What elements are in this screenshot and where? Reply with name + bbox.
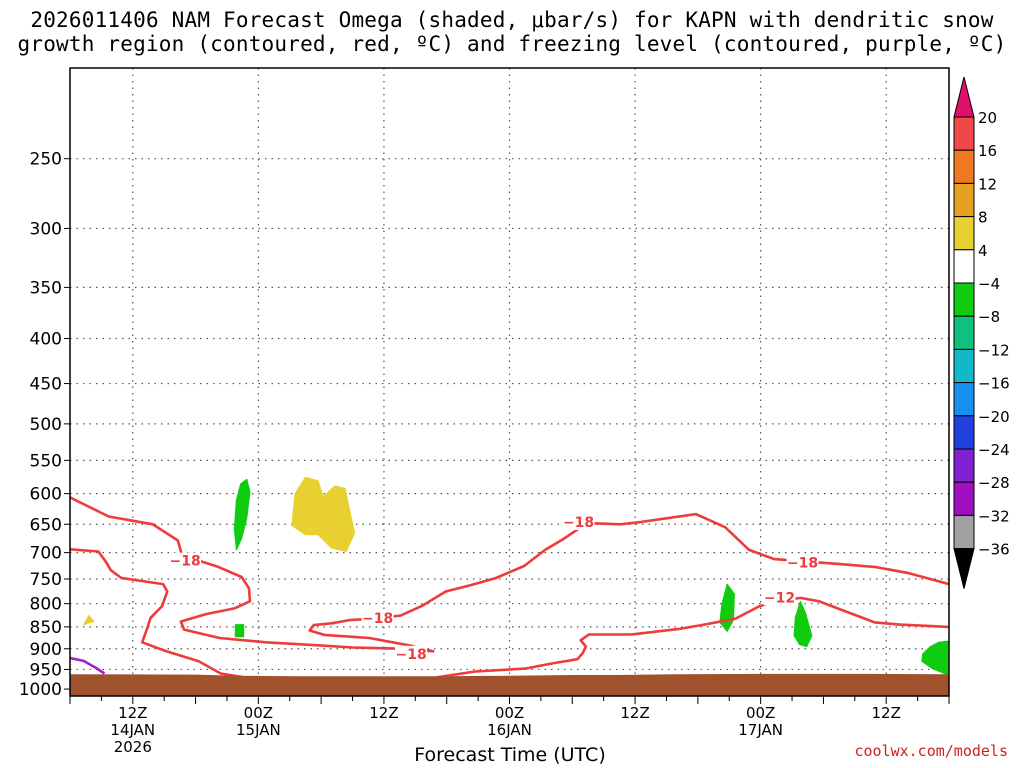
- chart-title-line-1: 2026011406 NAM Forecast Omega (shaded, μ…: [30, 8, 994, 32]
- colorbar-label: −24: [978, 441, 1010, 459]
- omega-blob-6: [793, 600, 813, 648]
- colorbar-label: 4: [978, 242, 988, 260]
- y-tick-label-350: 350: [30, 278, 62, 298]
- x-tick-label: 16JAN: [487, 721, 532, 739]
- colorbar-bottom-arrow: [953, 548, 975, 589]
- colorbar: 20 16 12 8 4 −4 −8 −12 −16 −20 −24 −28 −32 −36: [953, 76, 1010, 589]
- contour-label-bg: [361, 609, 394, 626]
- dgz-contour-2: [70, 548, 247, 679]
- contour-label-bg: [786, 554, 819, 571]
- x-tick-label: 2026: [114, 738, 152, 756]
- x-tick-label: 00Z: [746, 704, 775, 722]
- y-tick-label-550: 550: [30, 451, 62, 471]
- omega-blob-4: [83, 615, 95, 626]
- contour-label-6: −12: [764, 590, 795, 606]
- y-tick-label-400: 400: [30, 329, 62, 349]
- contour-label-4: −18: [563, 515, 594, 531]
- contour-label-5: −18: [787, 555, 818, 571]
- colorbar-segment-5: [953, 249, 975, 284]
- colorbar-label: 8: [978, 209, 988, 227]
- colorbar-segment-1: [953, 116, 975, 151]
- x-tick-label: 15JAN: [236, 721, 281, 739]
- terrain: [70, 673, 949, 696]
- omega-blob-2: [291, 476, 356, 552]
- colorbar-label: −20: [978, 408, 1010, 426]
- x-tick-label: 12Z: [872, 704, 901, 722]
- x-tick-label: 14JAN: [110, 721, 155, 739]
- colorbar-label: −16: [978, 375, 1010, 393]
- contour-label-bg: [763, 589, 796, 606]
- colorbar-label: 12: [978, 175, 997, 193]
- y-tick-label-750: 750: [30, 570, 62, 590]
- omega-blob-3: [234, 624, 245, 638]
- x-tick-label: 12Z: [620, 704, 649, 722]
- colorbar-label: −8: [978, 308, 1000, 326]
- contour-label-2: −18: [362, 611, 393, 627]
- colorbar-segment-9: [953, 382, 975, 417]
- colorbar-label: −12: [978, 341, 1010, 359]
- colorbar-segment-13: [953, 514, 975, 550]
- site-credit[interactable]: coolwx.com/models: [854, 742, 1008, 760]
- omega-shading: [83, 476, 949, 676]
- contour-label-bg: [395, 645, 428, 662]
- y-tick-label-300: 300: [30, 219, 62, 239]
- colorbar-label: −32: [978, 507, 1010, 525]
- y-tick-label-1000: 1000: [19, 680, 62, 700]
- x-tick-label: 00Z: [244, 704, 273, 722]
- contour-label-1: −18: [169, 554, 200, 570]
- terrain-fill: [70, 673, 949, 696]
- colorbar-label: −4: [978, 275, 1000, 293]
- gridlines: [70, 68, 949, 696]
- colorbar-top-arrow: [953, 76, 975, 118]
- colorbar-label: −28: [978, 474, 1010, 492]
- colorbar-segment-11: [953, 448, 975, 483]
- freezing-level-contour: [70, 656, 106, 675]
- colorbar-segment-7: [953, 315, 975, 350]
- chart-title-line-2: growth region (contoured, red, ºC) and f…: [17, 32, 1007, 56]
- x-axis-title: Forecast Time (UTC): [414, 744, 606, 766]
- y-tick-label-450: 450: [30, 375, 62, 395]
- dgz-contours: [70, 496, 949, 679]
- colorbar-label: 20: [978, 109, 997, 127]
- dgz-contour-4: [308, 512, 949, 653]
- x-tick-label: 00Z: [495, 704, 524, 722]
- x-tick-label: 12Z: [118, 704, 147, 722]
- dgz-contour-3: [179, 554, 435, 653]
- y-tick-label-250: 250: [30, 150, 62, 170]
- contour-labels: −18 −18 −18 −18 −18 −12: [169, 513, 819, 663]
- y-tick-label-900: 900: [30, 640, 62, 660]
- contour-label-bg: [562, 513, 595, 530]
- y-axis: 2503003504004505005506006507007508008509…: [19, 150, 70, 700]
- y-tick-label-850: 850: [30, 618, 62, 638]
- colorbar-segment-8: [953, 348, 975, 384]
- dgz-contour-5: [435, 596, 949, 679]
- colorbar-segment-10: [953, 415, 975, 450]
- y-tick-label-600: 600: [30, 485, 62, 505]
- colorbar-label: −36: [978, 541, 1010, 559]
- colorbar-segment-6: [953, 282, 975, 317]
- colorbar-segment-12: [953, 481, 975, 516]
- colorbar-segment-4: [953, 216, 975, 251]
- y-tick-label-500: 500: [30, 415, 62, 435]
- contour-label-3: −18: [396, 647, 427, 663]
- y-tick-label-650: 650: [30, 515, 62, 535]
- x-tick-label: 12Z: [369, 704, 398, 722]
- omega-blob-1: [233, 478, 251, 551]
- y-tick-label-950: 950: [30, 660, 62, 680]
- contour-label-bg: [169, 552, 202, 569]
- colorbar-segment-2: [953, 149, 975, 184]
- colorbar-segment-3: [953, 182, 975, 218]
- dgz-contour-1: [70, 496, 184, 557]
- x-tick-label: 17JAN: [738, 721, 783, 739]
- y-tick-label-800: 800: [30, 595, 62, 615]
- colorbar-label: 16: [978, 142, 997, 160]
- y-tick-label-700: 700: [30, 544, 62, 564]
- omega-blob-7: [921, 640, 949, 676]
